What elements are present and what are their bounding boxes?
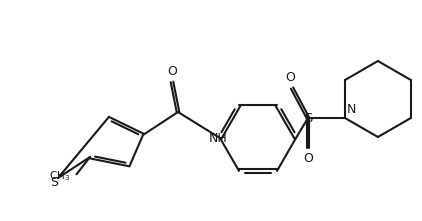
Text: S: S [304, 112, 312, 124]
Text: O: O [303, 152, 313, 165]
Text: O: O [167, 65, 177, 78]
Text: N: N [347, 103, 356, 116]
Text: O: O [285, 71, 295, 84]
Text: S: S [50, 175, 58, 189]
Text: CH$_3$: CH$_3$ [49, 170, 70, 183]
Text: NH: NH [209, 132, 228, 145]
